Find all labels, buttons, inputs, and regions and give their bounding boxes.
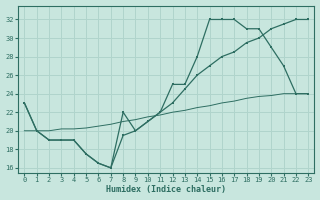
X-axis label: Humidex (Indice chaleur): Humidex (Indice chaleur) xyxy=(106,185,226,194)
